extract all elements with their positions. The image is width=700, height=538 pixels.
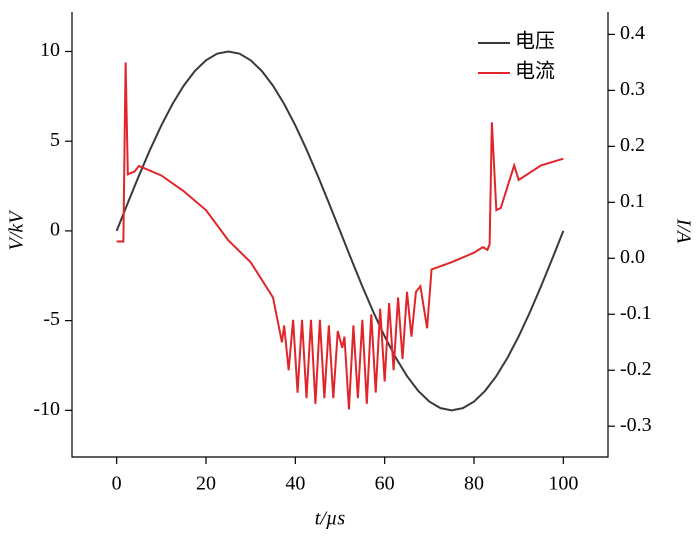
x-tick-label: 100: [548, 473, 578, 495]
x-tick-label: 80: [464, 473, 484, 495]
y2-axis-label: I/A: [672, 218, 694, 244]
y2-tick-label: 0.0: [620, 246, 645, 268]
y-axis-label: V/kV: [6, 209, 28, 251]
y2-tick-label: 0.4: [620, 22, 645, 44]
x-tick-label: 0: [112, 473, 122, 495]
axes: [71, 12, 609, 458]
y-tick-label: 0: [50, 219, 60, 241]
y2-tick-label: -0.2: [620, 358, 652, 380]
legend-label: 电压: [515, 30, 555, 53]
x-axis-label: t/µs: [315, 508, 346, 530]
y2-tick-label: 0.2: [620, 134, 645, 156]
x-tick-label: 60: [375, 473, 395, 495]
y2-tick-label: -0.1: [620, 302, 652, 324]
legend-label: 电流: [515, 60, 555, 83]
y-tick-label: -5: [43, 308, 60, 330]
y-tick-label: 5: [50, 129, 60, 151]
y2-tick-label: 0.3: [620, 78, 645, 100]
y2-tick-label: 0.1: [620, 190, 645, 212]
y2-tick-label: -0.3: [620, 414, 652, 436]
series-line: [116, 62, 564, 410]
y-tick-label: -10: [33, 398, 60, 420]
x-tick-label: 20: [196, 473, 216, 495]
series-line: [115, 50, 565, 412]
x-tick-label: 40: [285, 473, 305, 495]
y-tick-label: 10: [40, 39, 60, 61]
